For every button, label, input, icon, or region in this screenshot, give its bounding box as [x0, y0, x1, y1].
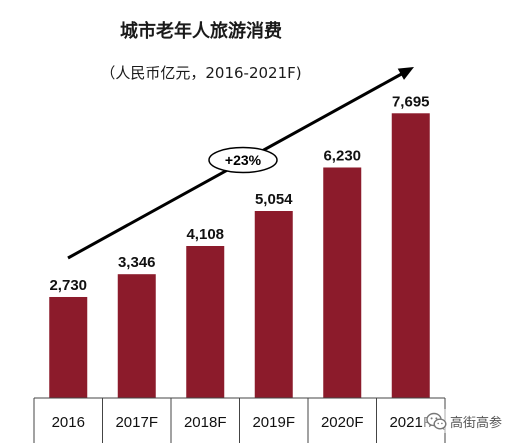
x-axis: [33, 397, 446, 443]
bar-2016: [49, 296, 88, 398]
bar-2018f: [186, 246, 225, 398]
chart-subtitle: （人民币亿元，2016-2021F): [100, 64, 301, 82]
chart-title: 城市老年人旅游消费: [120, 20, 282, 42]
data-label-2018f: 4,108: [186, 226, 224, 243]
bar-2021f: [391, 113, 430, 398]
bar-series: [49, 113, 430, 398]
data-label-2020f: 6,230: [323, 147, 361, 164]
bar-2020f: [323, 167, 362, 398]
x-tick-label-2017f: 2017F: [115, 414, 158, 431]
growth-rate-label: +23%: [225, 152, 262, 168]
data-label-2016: 2,730: [49, 277, 87, 294]
x-tick-label-2020f: 2020F: [321, 414, 364, 431]
data-label-2021f: 7,695: [392, 93, 430, 110]
data-label-2017f: 3,346: [118, 254, 156, 271]
data-labels: 2,730 3,346 4,108 5,054 6,230 7,695: [49, 93, 429, 294]
x-tick-label-2016: 2016: [52, 414, 85, 431]
x-tick-label-2021f: 2021F: [389, 414, 432, 431]
watermark-text: 高街高参: [450, 415, 503, 431]
growth-rate-badge: [208, 146, 278, 174]
wechat-icon: [426, 412, 447, 431]
watermark: 高街高参: [423, 409, 506, 433]
bar-2019f: [254, 211, 293, 398]
trend-arrow: +23%: [67, 67, 414, 260]
x-tick-label-2018f: 2018F: [184, 414, 227, 431]
x-tick-label-2019f: 2019F: [252, 414, 295, 431]
trend-arrow-head: [397, 67, 414, 80]
bar-2017f: [117, 274, 156, 398]
x-tick-labels: 2016 2017F 2018F 2019F 2020F 2021F: [52, 414, 432, 431]
data-label-2019f: 5,054: [255, 191, 293, 208]
